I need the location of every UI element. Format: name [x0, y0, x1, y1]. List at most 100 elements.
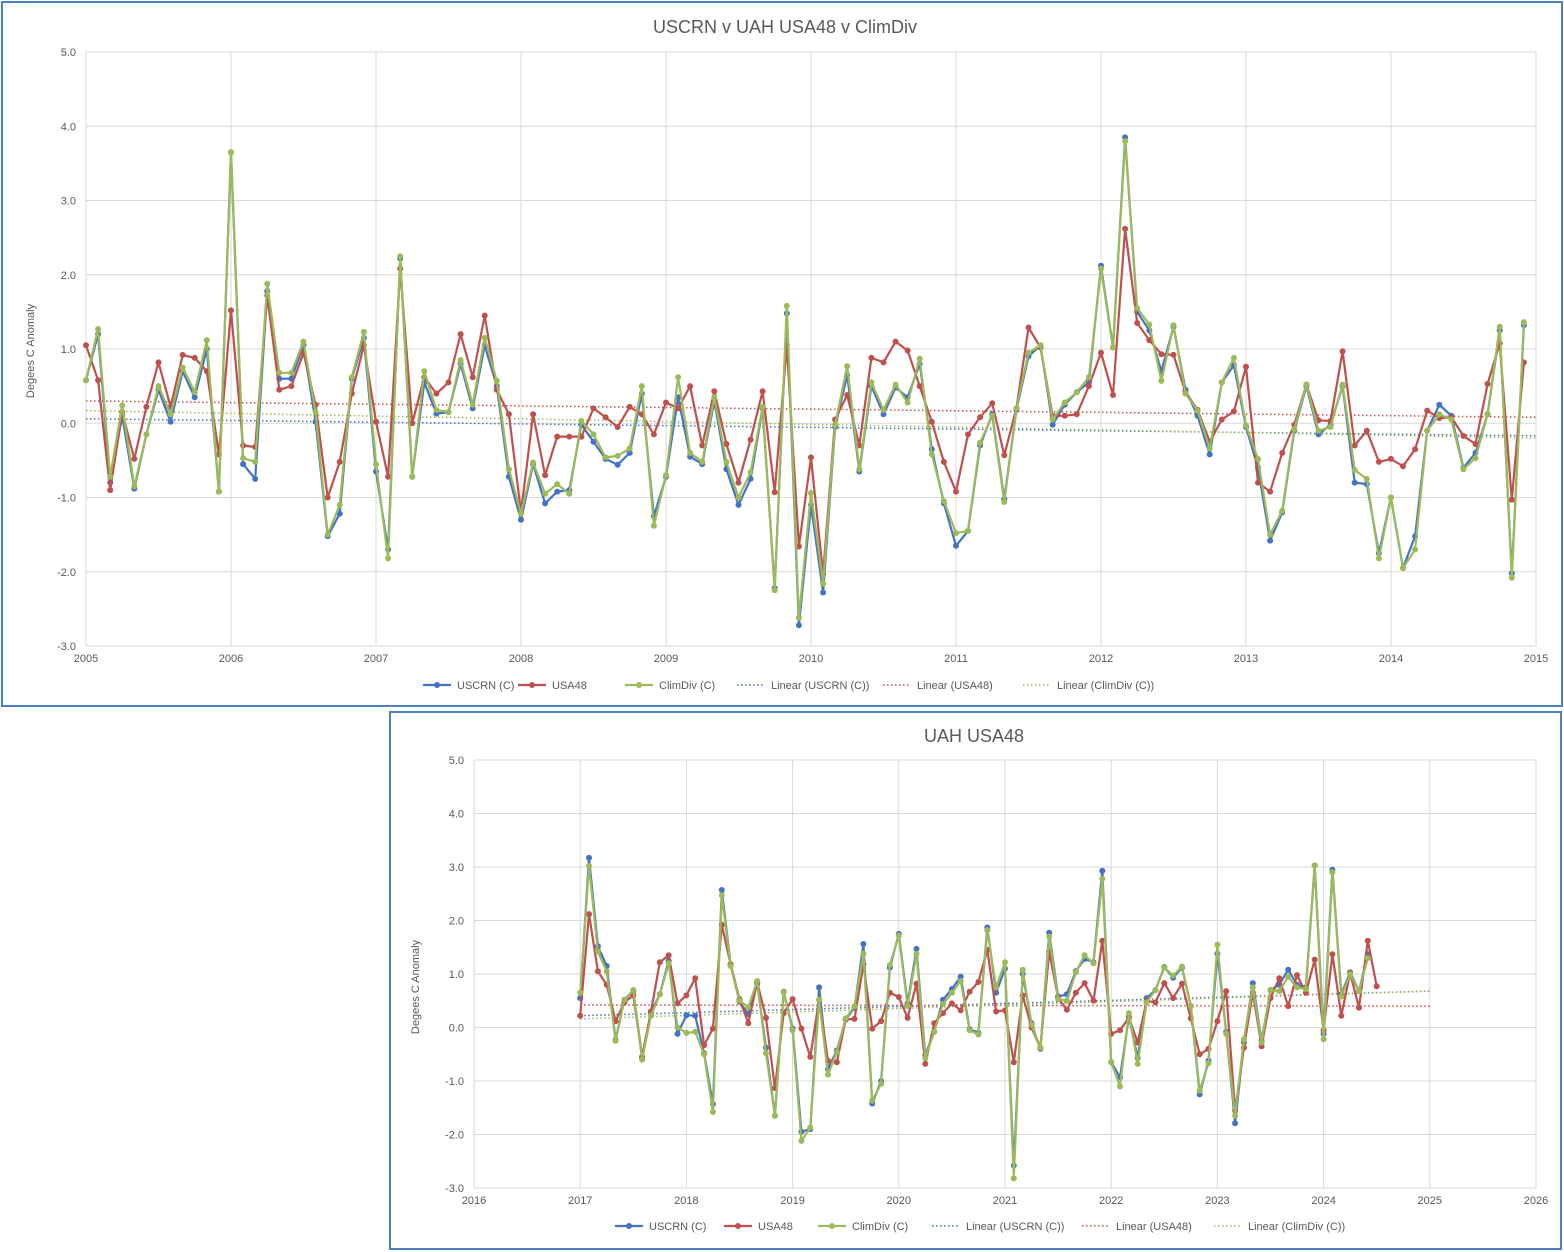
chart-1-data-point: [433, 390, 440, 397]
chart-2-y-tick-label: -1.0: [445, 1076, 464, 1088]
chart-2-data-point: [966, 1027, 973, 1034]
chart-2-data-point: [1364, 937, 1371, 944]
chart-1-data-point: [1085, 374, 1092, 381]
chart-1-data-point: [83, 342, 89, 349]
chart-2-data-point: [594, 948, 601, 955]
chart-1-data-point: [820, 580, 827, 587]
chart-1-data-point: [602, 454, 609, 461]
chart-1-data-point: [1412, 546, 1419, 553]
chart-2-y-tick-label: 3.0: [449, 862, 464, 874]
chart-1-data-point: [771, 489, 778, 496]
chart-1-data-point: [1363, 475, 1370, 482]
chart-1-svg: USCRN v UAH USA48 v ClimDiv Degees C Ano…: [25, 17, 1548, 692]
chart-1-data-point: [977, 439, 984, 446]
chart-2-data-point: [1196, 1051, 1203, 1058]
chart-1-data-point: [1158, 351, 1165, 358]
chart-1-data-point: [530, 459, 537, 466]
chart-2-data-point: [1240, 1036, 1247, 1043]
chart-1-data-point: [336, 510, 343, 517]
chart-2-data-point: [975, 1031, 982, 1038]
chart-1-data-point: [916, 383, 923, 390]
chart-1-y-tick-label: -1.0: [57, 493, 76, 505]
chart-1-legend-marker: [636, 682, 642, 688]
chart-1-data-point: [385, 473, 392, 480]
chart-1-data-point: [1001, 452, 1008, 459]
chart-2-data-point: [860, 941, 867, 947]
chart-1-data-point: [723, 458, 730, 465]
chart-1-data-point: [554, 481, 561, 488]
chart-1-data-point: [675, 374, 682, 381]
chart-2-data-point: [1099, 875, 1106, 882]
chart-1-y-tick-label: 3.0: [61, 196, 76, 208]
chart-1-y-tick-label: 2.0: [61, 270, 76, 282]
chart-1-data-point: [771, 587, 778, 594]
chart-1-data-point: [880, 359, 887, 366]
chart-2-data-point: [674, 1000, 681, 1007]
chart-2-data-point: [656, 959, 663, 966]
chart-2-data-point: [1063, 1006, 1070, 1013]
chart-2-data-point: [913, 945, 920, 952]
chart-2-data-point: [701, 1042, 708, 1049]
chart-2-data-point: [709, 1109, 716, 1115]
chart-1-data-point: [904, 347, 911, 354]
chart-1-data-point: [940, 458, 947, 465]
chart-1-data-point: [614, 424, 621, 430]
chart-1-data-point: [324, 494, 331, 501]
chart-1-data-point: [348, 374, 355, 381]
chart-1-data-point: [1218, 379, 1225, 386]
chart-1-data-point: [1387, 494, 1394, 501]
chart-1-data-point: [83, 377, 89, 384]
chart-1-data-point: [1412, 446, 1419, 453]
chart-2-data-point: [948, 989, 955, 996]
chart-1-data-point: [614, 452, 621, 459]
chart-1-data-point: [1243, 422, 1249, 429]
chart-1-data-point: [1460, 432, 1467, 439]
chart-2-data-point: [860, 950, 867, 957]
chart-2-data-point: [754, 978, 761, 984]
chart-1-data-point: [1400, 463, 1406, 470]
chart-1-data-point: [602, 414, 609, 421]
chart-1-data-point: [1134, 320, 1141, 326]
chart-1-data-point: [554, 488, 561, 495]
chart-2-data-point: [1090, 997, 1097, 1004]
chart-1-data-point: [397, 253, 404, 260]
chart-2-data-point: [603, 968, 610, 975]
chart-1-data-point: [844, 363, 851, 370]
chart-2-x-tick-label: 2026: [1524, 1195, 1548, 1207]
chart-1-x-tick-label: 2005: [74, 653, 98, 665]
chart-2-x-tick-label: 2022: [1099, 1195, 1123, 1207]
chart-1-y-axis-label: Degees C Anomaly: [25, 303, 37, 398]
chart-2-data-point: [975, 979, 982, 985]
chart-2-data-point: [1223, 988, 1230, 995]
chart-2-y-tick-label: -2.0: [445, 1130, 464, 1142]
chart-2-svg: UAH USA48 Degees C Anomaly 5.0 4.0 3.0 2.0 1…: [410, 726, 1548, 1233]
chart-1-data-point: [1424, 407, 1431, 414]
chart-2-x-tick-label: 2020: [887, 1195, 911, 1207]
chart-1-data-point: [1448, 416, 1455, 423]
chart-1-data-point: [1206, 451, 1213, 458]
chart-2-y-tick-label: 5.0: [449, 755, 464, 767]
chart-1-data-point: [735, 501, 742, 508]
chart-2-data-point: [904, 1003, 911, 1010]
chart-2-legend-marker: [626, 1223, 632, 1229]
chart-1-data-point: [795, 543, 802, 550]
chart-1-data-point: [1122, 225, 1129, 232]
chart-1-x-tick-label: 2010: [799, 653, 823, 665]
chart-2-data-point: [993, 984, 1000, 991]
chart-1-data-point: [252, 458, 259, 465]
chart-2-data-point: [692, 1028, 699, 1035]
chart-1-data-point: [1436, 401, 1443, 408]
chart-1-data-point: [1315, 427, 1322, 434]
chart-2-data-point: [1179, 980, 1185, 987]
chart-1-data-point: [953, 530, 959, 537]
chart-1-data-point: [276, 386, 283, 393]
chart-1-data-point: [844, 392, 851, 398]
chart-1-data-point: [590, 405, 597, 412]
chart-2-data-point: [1249, 980, 1256, 987]
chart-1-data-point: [1472, 441, 1479, 447]
chart-2-data-point: [878, 1018, 885, 1025]
chart-2-data-point: [1196, 1087, 1203, 1094]
chart-1-data-point: [1146, 337, 1153, 344]
chart-1-data-point: [240, 455, 247, 462]
chart-2-x-tick-label: 2021: [993, 1195, 1017, 1207]
